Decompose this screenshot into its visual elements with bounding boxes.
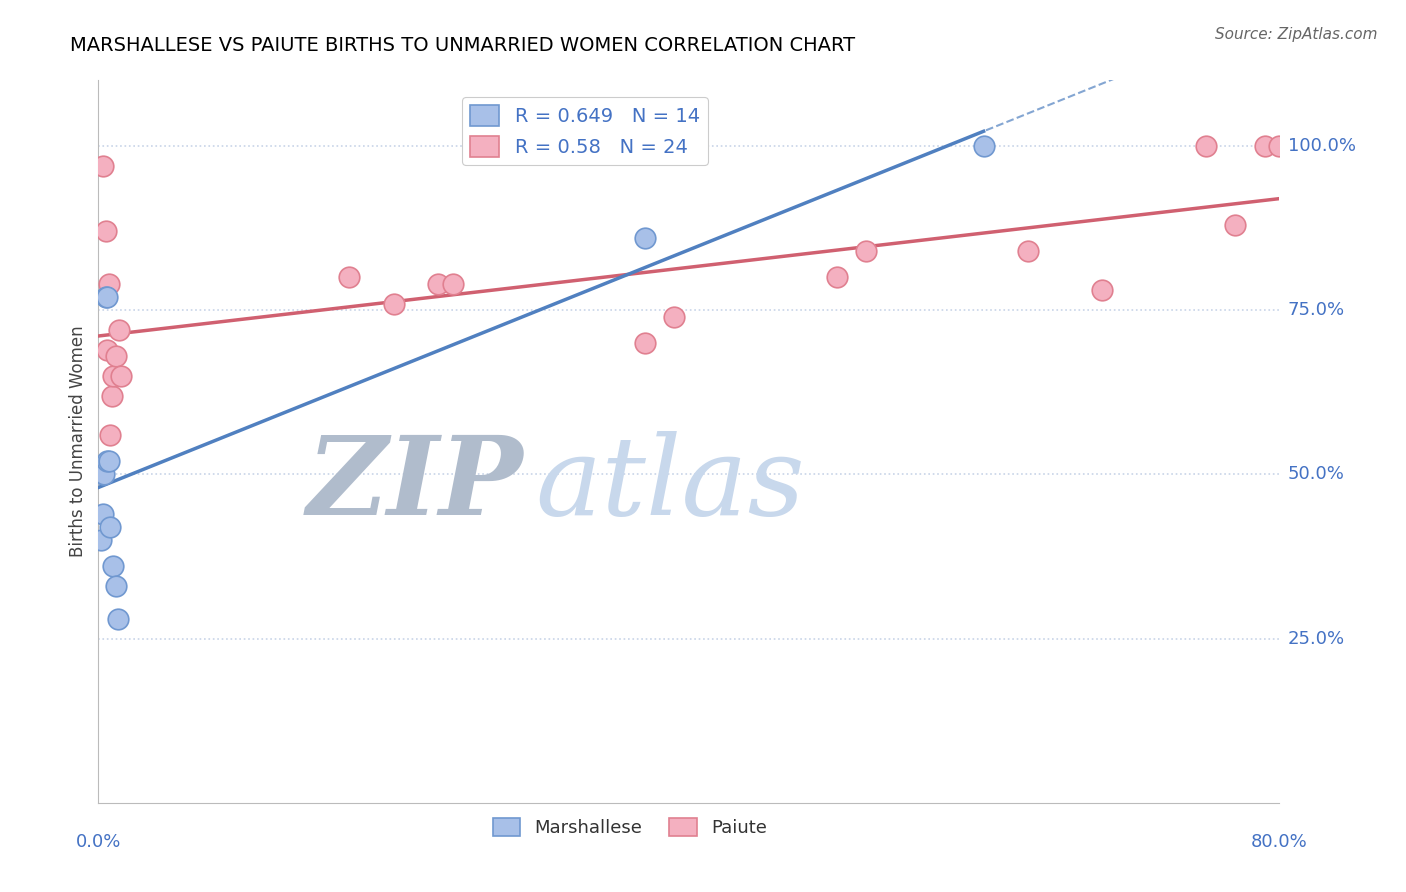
Point <box>1268 139 1291 153</box>
Point <box>90 533 112 547</box>
Point <box>100 388 122 402</box>
Point <box>1225 218 1247 232</box>
Point <box>96 454 118 468</box>
Point <box>1018 244 1040 258</box>
Text: 75.0%: 75.0% <box>1288 301 1346 319</box>
Point <box>91 159 114 173</box>
Point <box>1195 139 1218 153</box>
Point <box>103 368 125 383</box>
Point <box>103 559 125 574</box>
Point <box>98 428 121 442</box>
Point <box>1091 284 1114 298</box>
Text: 100.0%: 100.0% <box>1288 137 1355 155</box>
Point <box>94 290 117 304</box>
Point <box>339 270 361 285</box>
Text: 80.0%: 80.0% <box>1251 833 1308 851</box>
Point <box>96 290 118 304</box>
Point <box>97 277 120 291</box>
Point <box>110 368 132 383</box>
Point <box>973 139 995 153</box>
Point <box>91 467 114 482</box>
Point <box>855 244 877 258</box>
Point <box>664 310 686 324</box>
Point <box>105 349 128 363</box>
Text: atlas: atlas <box>536 431 806 539</box>
Point <box>382 296 405 310</box>
Text: 50.0%: 50.0% <box>1288 466 1344 483</box>
Point <box>105 579 128 593</box>
Text: 0.0%: 0.0% <box>76 833 121 851</box>
Text: ZIP: ZIP <box>307 431 523 539</box>
Point <box>634 336 657 351</box>
Text: 25.0%: 25.0% <box>1288 630 1346 648</box>
Point <box>107 612 129 626</box>
Point <box>825 270 848 285</box>
Point <box>427 277 450 291</box>
Point <box>91 507 114 521</box>
Point <box>98 520 121 534</box>
Point <box>441 277 464 291</box>
Y-axis label: Births to Unmarried Women: Births to Unmarried Women <box>69 326 87 558</box>
Legend: Marshallese, Paiute: Marshallese, Paiute <box>485 811 775 845</box>
Point <box>108 323 131 337</box>
Text: Source: ZipAtlas.com: Source: ZipAtlas.com <box>1215 27 1378 42</box>
Point <box>97 454 120 468</box>
Point <box>94 224 117 238</box>
Point <box>96 343 118 357</box>
Point <box>93 467 115 482</box>
Text: MARSHALLESE VS PAIUTE BIRTHS TO UNMARRIED WOMEN CORRELATION CHART: MARSHALLESE VS PAIUTE BIRTHS TO UNMARRIE… <box>70 36 855 54</box>
Point <box>1254 139 1277 153</box>
Point <box>634 231 657 245</box>
